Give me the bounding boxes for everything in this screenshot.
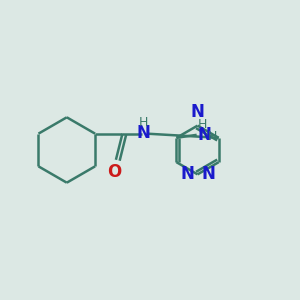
Text: N: N [180,165,194,183]
Text: N: N [201,165,215,183]
Text: N: N [197,126,211,144]
Text: H: H [208,130,217,143]
Text: O: O [107,164,122,181]
Text: N: N [137,124,151,142]
Text: N: N [190,103,205,121]
Text: H: H [197,118,207,130]
Text: H: H [139,116,148,129]
